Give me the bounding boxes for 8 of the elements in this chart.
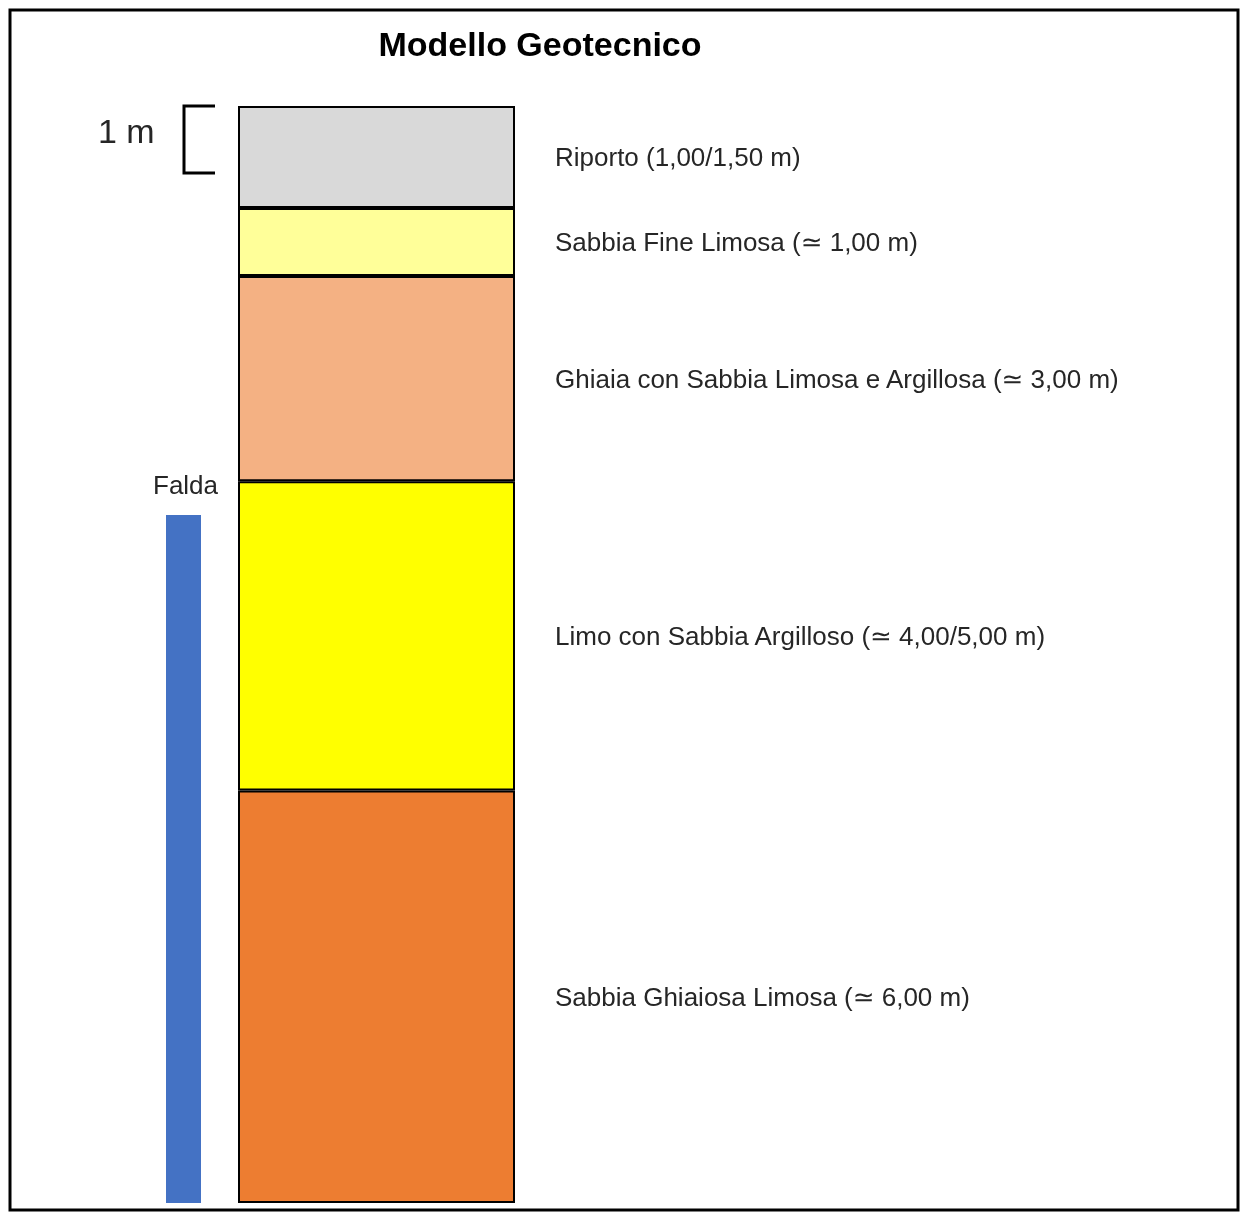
chart-title: Modello Geotecnico	[378, 25, 702, 63]
series-label: Riporto (1,00/1,50 m)	[555, 142, 801, 173]
series-label: Sabbia Ghiaiosa Limosa (≃ 6,00 m)	[555, 981, 970, 1012]
series-label: Limo con Sabbia Argilloso (≃ 4,00/5,00 m)	[555, 620, 1046, 651]
text: Falda	[153, 470, 219, 500]
series-label: Sabbia Fine Limosa (≃ 1,00 m)	[555, 227, 918, 258]
series-label: Ghiaia con Sabbia Limosa e Argillosa (≃ 3,00 m)	[555, 363, 1119, 394]
text: 1 m	[98, 112, 155, 150]
